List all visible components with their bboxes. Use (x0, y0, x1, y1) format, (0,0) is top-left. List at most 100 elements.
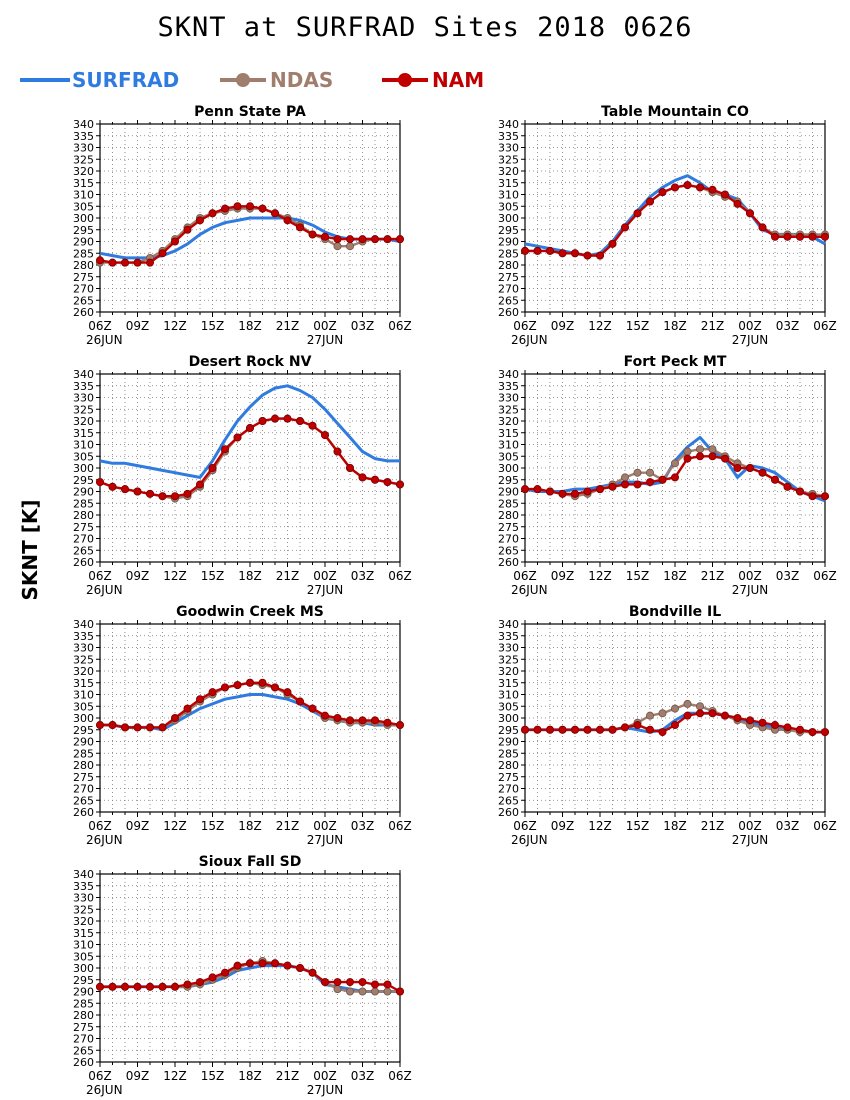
x-tick-label: 18Z (238, 569, 262, 583)
y-tick-label: 260 (73, 806, 94, 819)
x-tick-label: 21Z (276, 319, 300, 333)
data-point-nam (583, 725, 592, 734)
y-tick-label: 310 (73, 689, 94, 702)
data-point-nam (758, 223, 767, 232)
y-tick-label: 275 (73, 771, 94, 784)
data-point-nam (121, 982, 130, 991)
y-tick-label: 335 (498, 630, 519, 643)
x-tick-label: 18Z (238, 819, 262, 833)
data-point-nam (370, 716, 379, 725)
y-tick-label: 300 (498, 712, 519, 725)
y-tick-label: 320 (73, 915, 94, 928)
x-tick-label: 18Z (238, 1069, 262, 1083)
legend-item-nam: NAM (380, 66, 500, 96)
y-tick-label: 315 (73, 427, 94, 440)
data-point-nam (370, 475, 379, 484)
data-point-nam (708, 452, 717, 461)
data-point-nam (621, 480, 630, 489)
data-point-nam (208, 209, 217, 218)
y-tick-label: 295 (73, 974, 94, 987)
y-tick-label: 305 (73, 950, 94, 963)
data-point-nam (220, 204, 229, 213)
data-point-nam (683, 454, 692, 463)
data-point-nam (208, 973, 217, 982)
data-point-nam (533, 485, 542, 494)
y-tick-label: 265 (73, 544, 94, 557)
x-tick-label: 15Z (201, 319, 225, 333)
data-point-nam (533, 725, 542, 734)
data-point-nam (158, 982, 167, 991)
y-tick-label: 275 (498, 771, 519, 784)
data-point-nam (295, 223, 304, 232)
data-point-nam (96, 982, 105, 991)
y-tick-label: 335 (498, 130, 519, 143)
y-tick-label: 280 (73, 1009, 94, 1022)
data-point-nam (333, 978, 342, 987)
plot-frame (524, 623, 826, 813)
data-point-nam (270, 209, 279, 218)
x-tick-label: 12Z (163, 319, 187, 333)
data-point-nam (358, 473, 367, 482)
y-tick-label: 315 (498, 177, 519, 190)
y-tick-label: 300 (498, 212, 519, 225)
data-point-nam (133, 723, 142, 732)
data-point-nam (783, 482, 792, 491)
legend-label-surfrad: SURFRAD (72, 68, 180, 92)
x-tick-label: 06Z (813, 819, 837, 833)
data-point-nam (170, 982, 179, 991)
x-date-label: 27JUN (732, 583, 769, 597)
data-point-nam (320, 232, 329, 241)
y-tick-label: 260 (73, 556, 94, 569)
y-tick-label: 335 (498, 380, 519, 393)
x-tick-label: 06Z (88, 819, 112, 833)
data-point-nam (96, 478, 105, 487)
legend-item-surfrad: SURFRAD (18, 66, 188, 96)
y-tick-label: 325 (73, 403, 94, 416)
data-point-nam (708, 185, 717, 194)
data-point-nam (233, 681, 242, 690)
data-point-nam (258, 204, 267, 213)
y-tick-label: 290 (498, 486, 519, 499)
data-point-ndas (683, 699, 692, 708)
x-tick-label: 21Z (701, 569, 725, 583)
x-date-label: 27JUN (307, 333, 344, 347)
data-point-ndas (708, 445, 717, 454)
data-point-nam (821, 492, 830, 501)
y-tick-label: 310 (498, 439, 519, 452)
y-tick-label: 295 (498, 224, 519, 237)
data-point-nam (621, 723, 630, 732)
y-tick-label: 305 (73, 700, 94, 713)
chart-panel-table-mountain-co: Table Mountain CO 26026527027528028529029… (498, 104, 837, 347)
data-point-nam (783, 723, 792, 732)
data-point-nam (308, 704, 317, 713)
chart-panel-goodwin-creek-ms: Goodwin Creek MS 260265270275280285290295… (73, 604, 412, 847)
data-point-ndas (671, 704, 680, 713)
data-point-nam (108, 721, 117, 730)
data-point-nam (721, 190, 730, 199)
y-tick-label: 320 (498, 665, 519, 678)
data-point-nam (796, 232, 805, 241)
x-tick-label: 06Z (513, 569, 537, 583)
x-tick-label: 18Z (238, 319, 262, 333)
data-point-nam (383, 980, 392, 989)
x-tick-label: 06Z (813, 319, 837, 333)
y-tick-label: 275 (73, 271, 94, 284)
y-tick-label: 290 (73, 736, 94, 749)
x-tick-label: 15Z (201, 1069, 225, 1083)
data-point-nam (170, 492, 179, 501)
data-point-nam (558, 489, 567, 498)
x-tick-label: 00Z (738, 569, 762, 583)
x-date-label: 26JUN (511, 583, 548, 597)
x-tick-label: 06Z (88, 1069, 112, 1083)
x-tick-label: 21Z (276, 819, 300, 833)
x-tick-label: 06Z (388, 319, 412, 333)
data-point-nam (333, 447, 342, 456)
y-tick-label: 265 (498, 794, 519, 807)
plot-frame (99, 123, 401, 313)
data-point-nam (395, 987, 404, 996)
x-tick-label: 15Z (626, 569, 650, 583)
data-point-ndas (683, 447, 692, 456)
chart-panel-desert-rock-nv: Desert Rock NV26026527027528028529029530… (73, 354, 412, 597)
data-point-nam (133, 487, 142, 496)
